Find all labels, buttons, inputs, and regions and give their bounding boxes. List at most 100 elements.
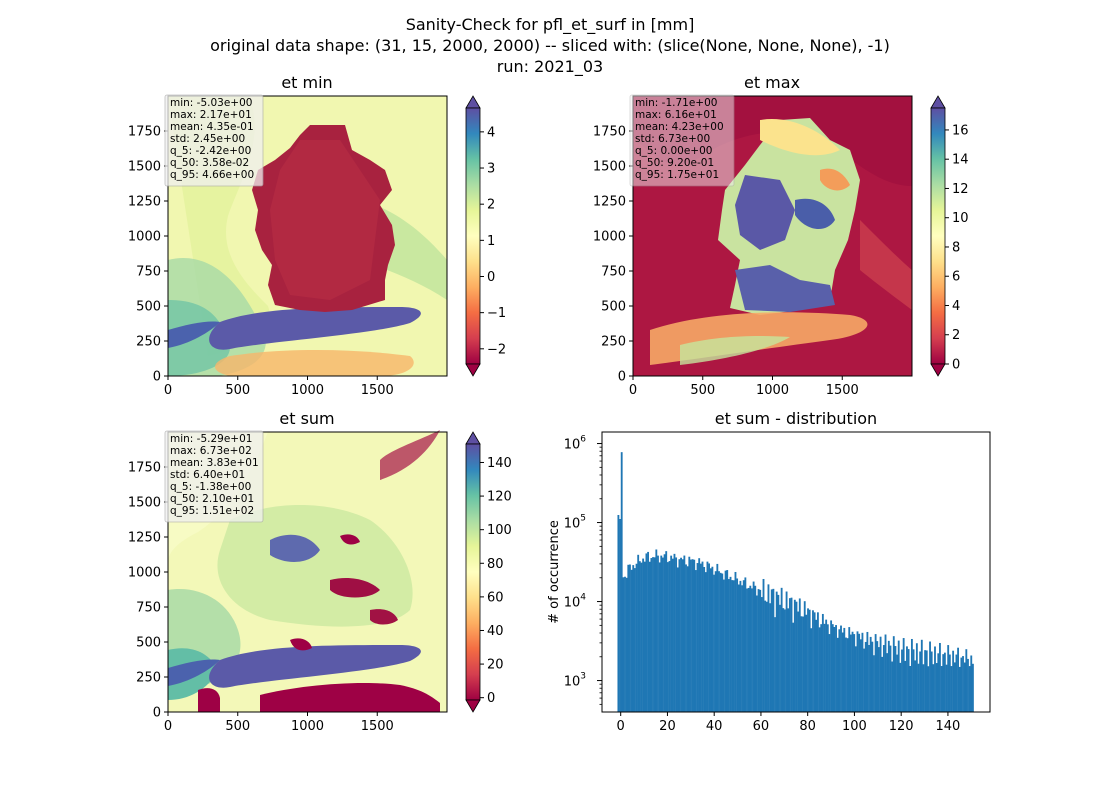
histogram-bar [925,650,928,712]
histogram-bar [882,645,885,712]
y-tick-label: 750 [601,265,626,280]
histogram-bar [845,637,847,712]
histogram-bar [901,649,903,712]
histogram-bar [657,555,659,712]
histogram-bar [924,650,927,712]
y-tick-label: 500 [136,636,161,651]
histogram-bar [835,625,837,712]
panel-title: et min [281,73,332,92]
histogram-bar [619,519,621,712]
x-tick-label: 60 [753,719,770,734]
histogram-bar [838,629,841,712]
stat-std: std: 2.45e+00 [170,133,245,145]
colorbar-tick-label: 100 [487,523,512,538]
histogram-bar [955,654,958,712]
y-tick-label: 0 [618,370,626,385]
histogram-bar [858,633,861,712]
colorbar-tick-label: 20 [487,658,504,673]
histogram-bar [675,557,678,712]
colorbar-tick-label: 120 [487,490,512,505]
histogram-bar [879,636,882,712]
histogram-bar [945,664,948,712]
colorbar-extend-max [465,95,481,109]
histogram-bar [653,557,656,712]
histogram-bar [841,632,844,712]
y-tick-label: 750 [136,601,161,616]
histogram-bar [906,646,908,712]
histogram-bar [932,664,935,712]
histogram-bar [869,636,872,712]
colorbar-tick-label: 4 [952,299,960,314]
histogram-bar [660,555,663,712]
colorbar-tick-label: 10 [952,211,969,226]
histogram-bar [764,600,767,712]
y-tick-label: 105 [564,514,586,532]
histogram-bar [798,598,801,712]
stat-std: std: 6.73e+00 [635,133,710,145]
stat-mean: mean: 3.83e+01 [170,457,259,469]
colorbar: −2 −1 0 1 2 3 4 [465,95,506,377]
histogram-bar [856,631,859,712]
histogram-bar [632,565,635,712]
y-tick-label: 106 [564,435,587,453]
x-tick-label: 1000 [756,383,789,398]
histogram-bar [953,662,956,712]
histogram-bar [929,641,931,712]
histogram-bar [668,561,671,712]
histogram-bar [688,556,691,712]
histogram-bar [678,559,681,712]
histogram-bar [816,612,819,712]
histogram-bar [884,634,887,712]
histogram-bar [637,554,640,712]
histogram-bar [666,562,669,712]
histogram-bar [640,562,643,712]
histogram-bar [904,660,907,712]
plot-frame [601,431,991,713]
x-axis: 0 500 1000 1500 [629,376,859,398]
histogram-bar [698,558,701,712]
histogram-bar [871,641,874,712]
y-tick-label: 1250 [593,195,626,210]
colorbar-tick-label: 4 [487,125,495,140]
histogram-bar [968,666,971,712]
histogram-bar [863,648,866,712]
histogram-bar [645,553,648,712]
histogram-bar [686,566,689,712]
histogram-bar [843,627,846,712]
histogram-bar [935,663,938,712]
colorbar-tick-label: 3 [487,162,495,177]
histogram-bar [777,594,780,712]
histogram-bar [772,588,775,712]
x-tick-label: 0 [617,719,625,734]
histogram-bar [671,558,674,712]
histogram-bar [849,634,852,712]
histogram-bar [708,563,711,712]
x-tick-label: 20 [659,719,676,734]
histogram-bar [760,597,763,712]
panel-et-sum: et sum 0 500 1000 1500 02505007501000125015… [128,409,512,734]
histogram-bar [807,608,809,712]
colorbar-extend-max [465,431,481,445]
histogram-bar [747,587,750,712]
histogram-bar [785,591,788,712]
histogram-bar [828,634,831,712]
stat-q50: q_50: 3.58e-02 [170,157,249,169]
colorbar-tick-label: 12 [952,182,969,197]
histogram-bar [765,601,768,712]
histogram-bar [821,613,824,712]
colorbar-tick-label: 0 [487,270,495,285]
histogram-bar [704,572,707,712]
histogram-bar [726,570,729,712]
histogram-bar [826,624,829,712]
histogram-bar [629,564,631,712]
histogram-bar [919,651,922,712]
histogram-bar [853,634,856,712]
histogram-bar [734,571,737,712]
y-tick-label: 500 [601,300,626,315]
histogram-bar [724,570,727,712]
x-tick-label: 100 [842,719,867,734]
histogram-bar [792,622,795,712]
y-tick-label: 1000 [128,566,161,581]
histogram-bar [813,612,816,712]
histogram-bar [803,601,806,712]
